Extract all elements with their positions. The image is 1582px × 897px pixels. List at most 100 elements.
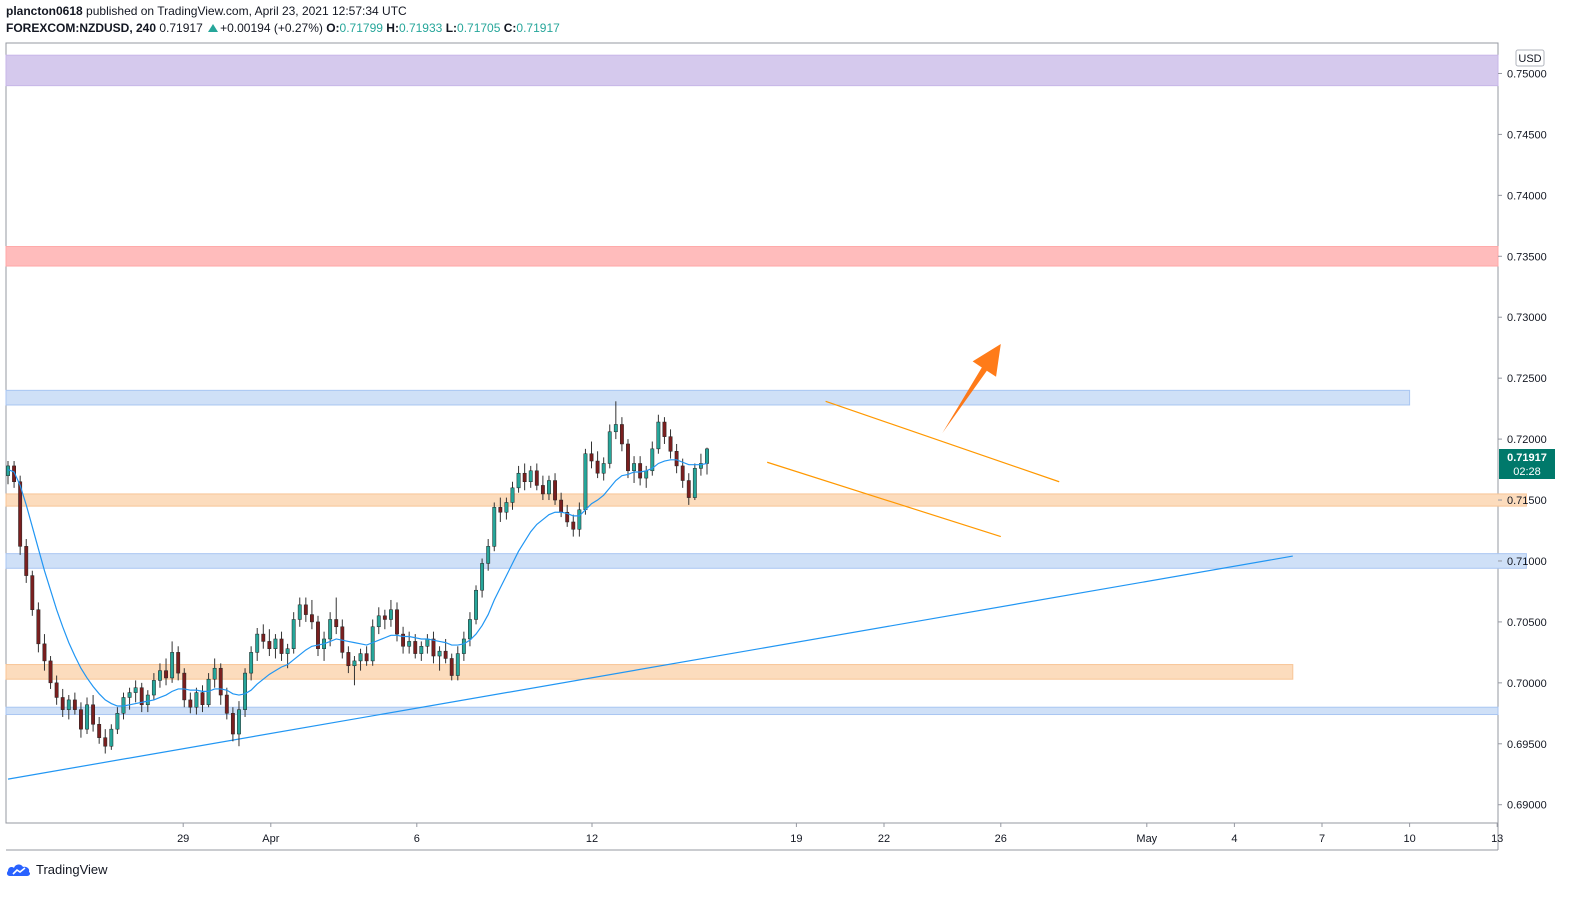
currency-box[interactable] [1515, 49, 1545, 67]
trend-line [7, 555, 1293, 780]
candle-body [224, 694, 229, 714]
zone-red-1 [5, 246, 1499, 267]
candle-body [334, 619, 339, 628]
last-price-tag-value: 0.71917 [1507, 452, 1547, 464]
high-value: 0.71933 [398, 21, 443, 35]
candle-body [370, 626, 375, 662]
high-label: H: [386, 21, 399, 35]
last-price-tag: 0.71917 02:28 [1499, 449, 1555, 479]
candle-body [613, 424, 618, 433]
candle-body [486, 546, 491, 564]
countdown-timer: 02:28 [1513, 466, 1541, 478]
y-tick-label: 0.70500 [1507, 617, 1547, 629]
candle-body [492, 507, 497, 547]
symbol-label[interactable]: FOREXCOM:NZDUSD, 240 [6, 21, 157, 35]
zone-blue-2 [5, 389, 1411, 406]
candle-body [376, 615, 381, 628]
candle-body [547, 480, 551, 495]
candle-body [401, 633, 406, 647]
candle-body [692, 468, 697, 498]
candle-body [158, 670, 162, 681]
low-label: L: [445, 21, 458, 35]
close-label: C: [503, 21, 517, 35]
candle-body [103, 737, 108, 747]
candle-body [212, 667, 217, 680]
zone-orange-3 [5, 493, 1527, 507]
author-name[interactable]: plancton0618 [6, 4, 83, 18]
moving-average-line [7, 459, 708, 707]
moving-average-layer [7, 459, 708, 707]
candle-body [595, 460, 600, 474]
candle-body [151, 680, 156, 696]
candle-body [565, 511, 570, 523]
candle-body [30, 575, 35, 610]
candle-body [60, 697, 65, 710]
candle-body [303, 604, 308, 615]
candle-body [176, 652, 181, 674]
currency-label: USD [1518, 53, 1541, 65]
candle-body [668, 436, 673, 452]
candle-body [218, 667, 223, 696]
candle-body [297, 604, 302, 620]
candle-body [674, 451, 679, 467]
candle-body [455, 653, 460, 676]
candle-body [188, 699, 193, 708]
up-triangle-icon [208, 24, 219, 32]
candle-body [230, 713, 235, 735]
candle-body [480, 563, 485, 591]
candle-body [91, 704, 96, 725]
zone-blue-6 [5, 706, 1499, 716]
y-tick-label: 0.72500 [1507, 373, 1547, 385]
candle-body [133, 687, 138, 693]
candle-body [346, 652, 351, 667]
candle-body [12, 465, 16, 482]
publish-details: published on TradingView.com, April 23, … [86, 4, 407, 18]
candles-layer [6, 401, 709, 754]
candle-body [42, 643, 47, 662]
candle-body [261, 633, 266, 642]
lines-layer [7, 400, 1293, 780]
candle-body [443, 650, 448, 659]
candle-body [200, 692, 205, 706]
candle-body [54, 682, 59, 698]
zone-orange-5 [5, 664, 1294, 680]
candle-body [97, 724, 102, 738]
candle-body [255, 633, 260, 653]
candle-body [72, 699, 77, 710]
candle-body [571, 521, 576, 530]
x-tick-label: 26 [995, 833, 1007, 845]
candle-body [6, 465, 10, 476]
candle-body [115, 713, 120, 730]
candle-body [619, 424, 624, 445]
candle-body [577, 509, 582, 530]
x-tick-label: 19 [790, 833, 802, 845]
candle-body [656, 421, 661, 450]
candle-body [425, 638, 430, 647]
y-tick-label: 0.71500 [1507, 495, 1547, 507]
candle-body [413, 641, 418, 654]
candle-body [638, 463, 643, 479]
x-tick-label: 6 [414, 833, 420, 845]
candle-body [632, 463, 636, 472]
candle-body [474, 589, 478, 620]
open-label: O: [326, 21, 340, 35]
tradingview-brand[interactable]: TradingView [6, 862, 108, 877]
candle-body [553, 480, 557, 501]
candle-body [437, 650, 442, 657]
price-axis[interactable]: USD 0.75000 0.74500 0.74000 0.73500 0.73000 0… [1498, 49, 1547, 812]
candle-body [699, 463, 703, 469]
y-tick-label: 0.69500 [1507, 739, 1547, 751]
candle-body [522, 472, 527, 482]
x-tick-label: 29 [177, 833, 189, 845]
candle-body [18, 481, 23, 547]
candle-body [273, 638, 278, 649]
candle-body [607, 431, 612, 464]
candle-body [48, 660, 53, 684]
x-tick-label: 10 [1403, 833, 1415, 845]
x-tick-label: 7 [1319, 833, 1325, 845]
candle-body [243, 672, 247, 710]
candle-body [540, 485, 545, 495]
candle-body [194, 692, 199, 708]
time-axis[interactable]: 29Apr612192226May4710131720 [177, 823, 1582, 845]
